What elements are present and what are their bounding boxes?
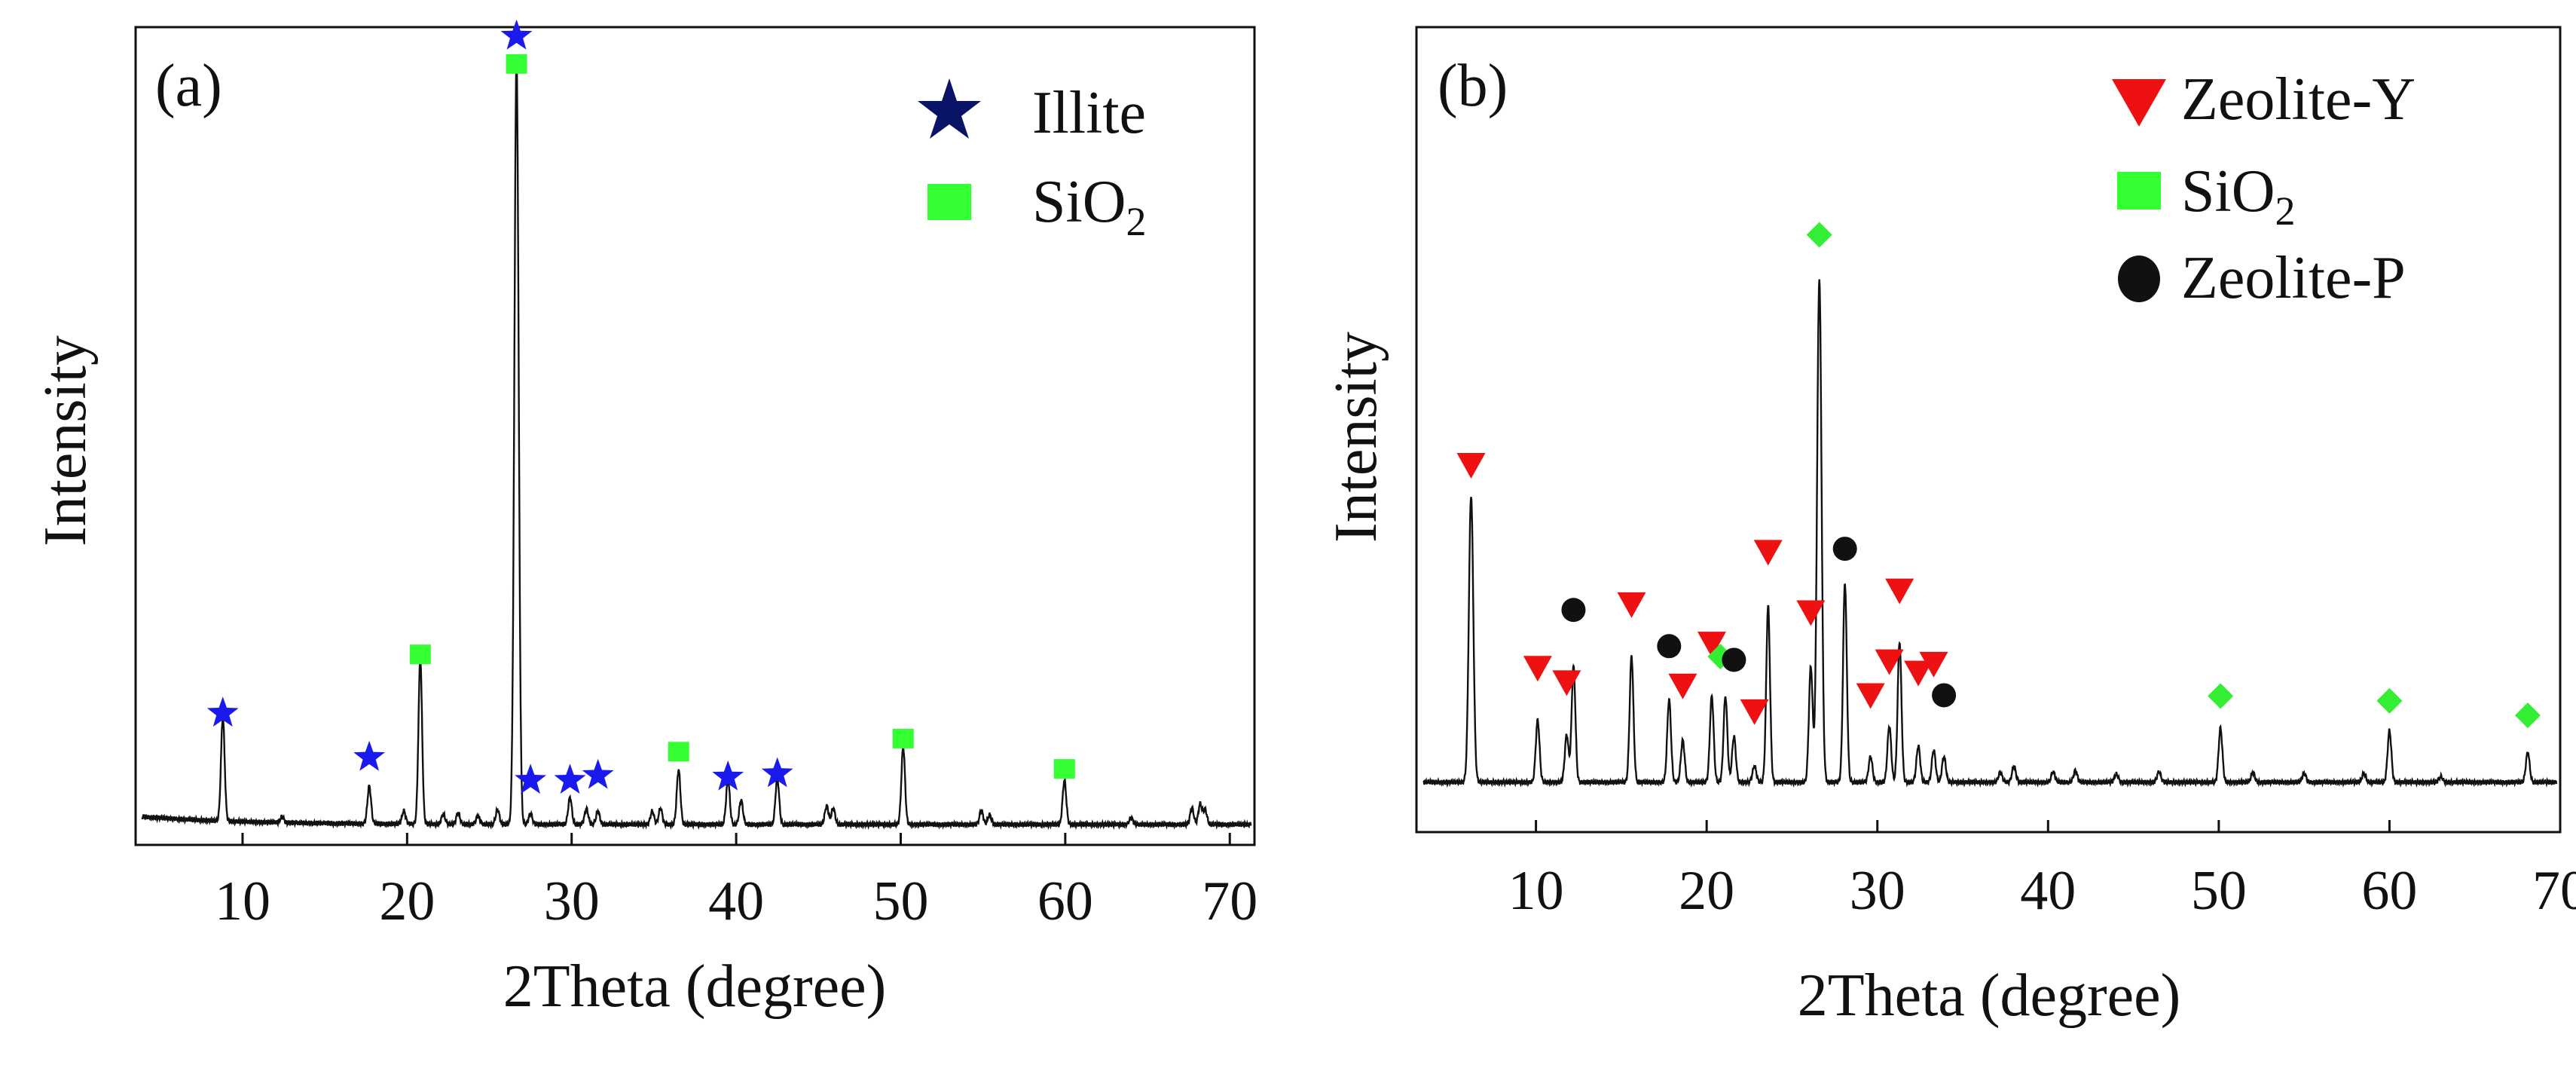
panel-b-marker-zeolite-p bbox=[1657, 634, 1682, 659]
panel-b-marker-zeolite-y bbox=[1456, 453, 1486, 479]
panel-a-xtick-label: 50 bbox=[872, 871, 928, 932]
panel-b-phase-markers bbox=[1456, 222, 2541, 729]
panel-b-xtick-label: 60 bbox=[2361, 860, 2417, 922]
panel-b-marker-zeolite-p bbox=[1832, 537, 1857, 562]
panel-a-phase-markers bbox=[206, 19, 1075, 794]
panel-b-marker-zeolite-p bbox=[1561, 598, 1586, 623]
panel-b-xtick-label: 40 bbox=[2020, 860, 2076, 922]
panel-b-xtick-label: 10 bbox=[1508, 860, 1564, 922]
panel-b-legend: Zeolite-Y SiO2 Zeolite-P bbox=[2112, 66, 2416, 311]
panel-a-marker-sio2 bbox=[892, 728, 914, 748]
panel-a-marker-sio2 bbox=[506, 54, 527, 74]
panel-b-xtick-label: 20 bbox=[1679, 860, 1734, 922]
panel-a-marker-illite bbox=[515, 764, 546, 794]
panel-b-marker-zeolite-y bbox=[1668, 673, 1697, 699]
panel-b-frame bbox=[1415, 26, 2562, 834]
panel-b-marker-sio2 bbox=[1806, 222, 1832, 248]
panel-b-marker-zeolite-y bbox=[1753, 540, 1783, 566]
panel-a-xlabel: 2Theta (degree) bbox=[503, 953, 887, 1020]
legend-a-sio2-label: SiO2 bbox=[1032, 169, 1147, 244]
panel-b-marker-zeolite-y bbox=[1919, 651, 1948, 678]
legend-a-illite-icon bbox=[918, 78, 981, 139]
panel-a: (a) Intensity 2Theta (degree) Illite SiO… bbox=[32, 19, 1257, 1020]
panel-b-marker-zeolite-y bbox=[1697, 632, 1726, 658]
panel-b-xtick-label: 50 bbox=[2191, 860, 2247, 922]
panel-a-ylabel: Intensity bbox=[32, 335, 99, 546]
panel-b-marker-zeolite-y bbox=[1552, 670, 1581, 696]
legend-a-illite-label: Illite bbox=[1032, 80, 1146, 146]
panel-b-x-axis: 10 20 30 40 50 60 70 bbox=[1508, 820, 2576, 922]
legend-b-sio2-label: SiO2 bbox=[2181, 158, 2296, 234]
panel-a-marker-illite bbox=[712, 760, 744, 791]
legend-b-zeolite-p-icon bbox=[2118, 256, 2160, 302]
panel-b-marker-zeolite-p bbox=[1722, 647, 1746, 672]
panel-a-marker-illite bbox=[353, 740, 385, 771]
panel-b-xtick-label: 70 bbox=[2532, 860, 2576, 922]
panel-a-xtick-label: 10 bbox=[215, 871, 270, 932]
legend-b-zeolite-y-label: Zeolite-Y bbox=[2181, 66, 2416, 133]
panel-b-marker-zeolite-y bbox=[1523, 656, 1552, 682]
panel-a-xtick-label: 30 bbox=[544, 871, 600, 932]
legend-b-zeolite-p-label: Zeolite-P bbox=[2181, 245, 2406, 311]
panel-a-marker-sio2 bbox=[668, 742, 689, 762]
panel-b-marker-sio2 bbox=[2208, 683, 2234, 709]
panel-a-label: (a) bbox=[155, 53, 222, 119]
panel-a-legend: Illite SiO2 bbox=[918, 78, 1147, 244]
panel-a-frame bbox=[134, 26, 1256, 846]
panel-a-marker-illite bbox=[500, 19, 533, 50]
panel-a-marker-sio2 bbox=[409, 644, 431, 665]
panel-a-marker-illite bbox=[554, 764, 586, 794]
panel-a-xtick-label: 20 bbox=[379, 871, 435, 932]
panel-a-x-axis: 10 20 30 40 50 60 70 bbox=[215, 833, 1257, 932]
panel-b-marker-zeolite-y bbox=[1796, 600, 1826, 626]
panel-b-xlabel: 2Theta (degree) bbox=[1798, 962, 2181, 1029]
panel-a-marker-illite bbox=[206, 696, 239, 727]
panel-b: (b) Intensity 2Theta (degree) Zeolite-Y … bbox=[1323, 26, 2576, 1029]
panel-b-label: (b) bbox=[1438, 53, 1508, 119]
panel-a-marker-illite bbox=[582, 758, 614, 789]
panel-b-marker-sio2 bbox=[2514, 702, 2541, 729]
legend-b-sio2-icon bbox=[2117, 172, 2161, 210]
panel-b-marker-zeolite-y bbox=[1875, 649, 1904, 675]
panel-a-xtick-label: 60 bbox=[1037, 871, 1093, 932]
panel-a-marker-illite bbox=[761, 757, 793, 788]
panel-a-marker-sio2 bbox=[1053, 759, 1075, 779]
legend-a-sio2-icon bbox=[927, 184, 971, 220]
panel-b-ylabel: Intensity bbox=[1323, 332, 1389, 543]
panel-b-marker-zeolite-y bbox=[1617, 592, 1646, 618]
legend-b-zeolite-y-icon bbox=[2112, 79, 2166, 127]
panel-b-marker-sio2 bbox=[2376, 687, 2403, 714]
panel-a-xtick-label: 70 bbox=[1202, 871, 1257, 932]
panel-b-xtick-label: 30 bbox=[1850, 860, 1905, 922]
panel-b-xrd-trace bbox=[1422, 279, 2558, 788]
panel-a-xrd-trace bbox=[141, 57, 1252, 831]
panel-b-marker-zeolite-y bbox=[1740, 699, 1769, 725]
panel-b-marker-zeolite-y bbox=[1856, 683, 1885, 709]
panel-b-marker-zeolite-y bbox=[1904, 660, 1933, 687]
panel-a-xtick-label: 40 bbox=[708, 871, 764, 932]
panel-b-marker-zeolite-y bbox=[1885, 578, 1914, 604]
panel-b-marker-zeolite-p bbox=[1932, 683, 1957, 708]
